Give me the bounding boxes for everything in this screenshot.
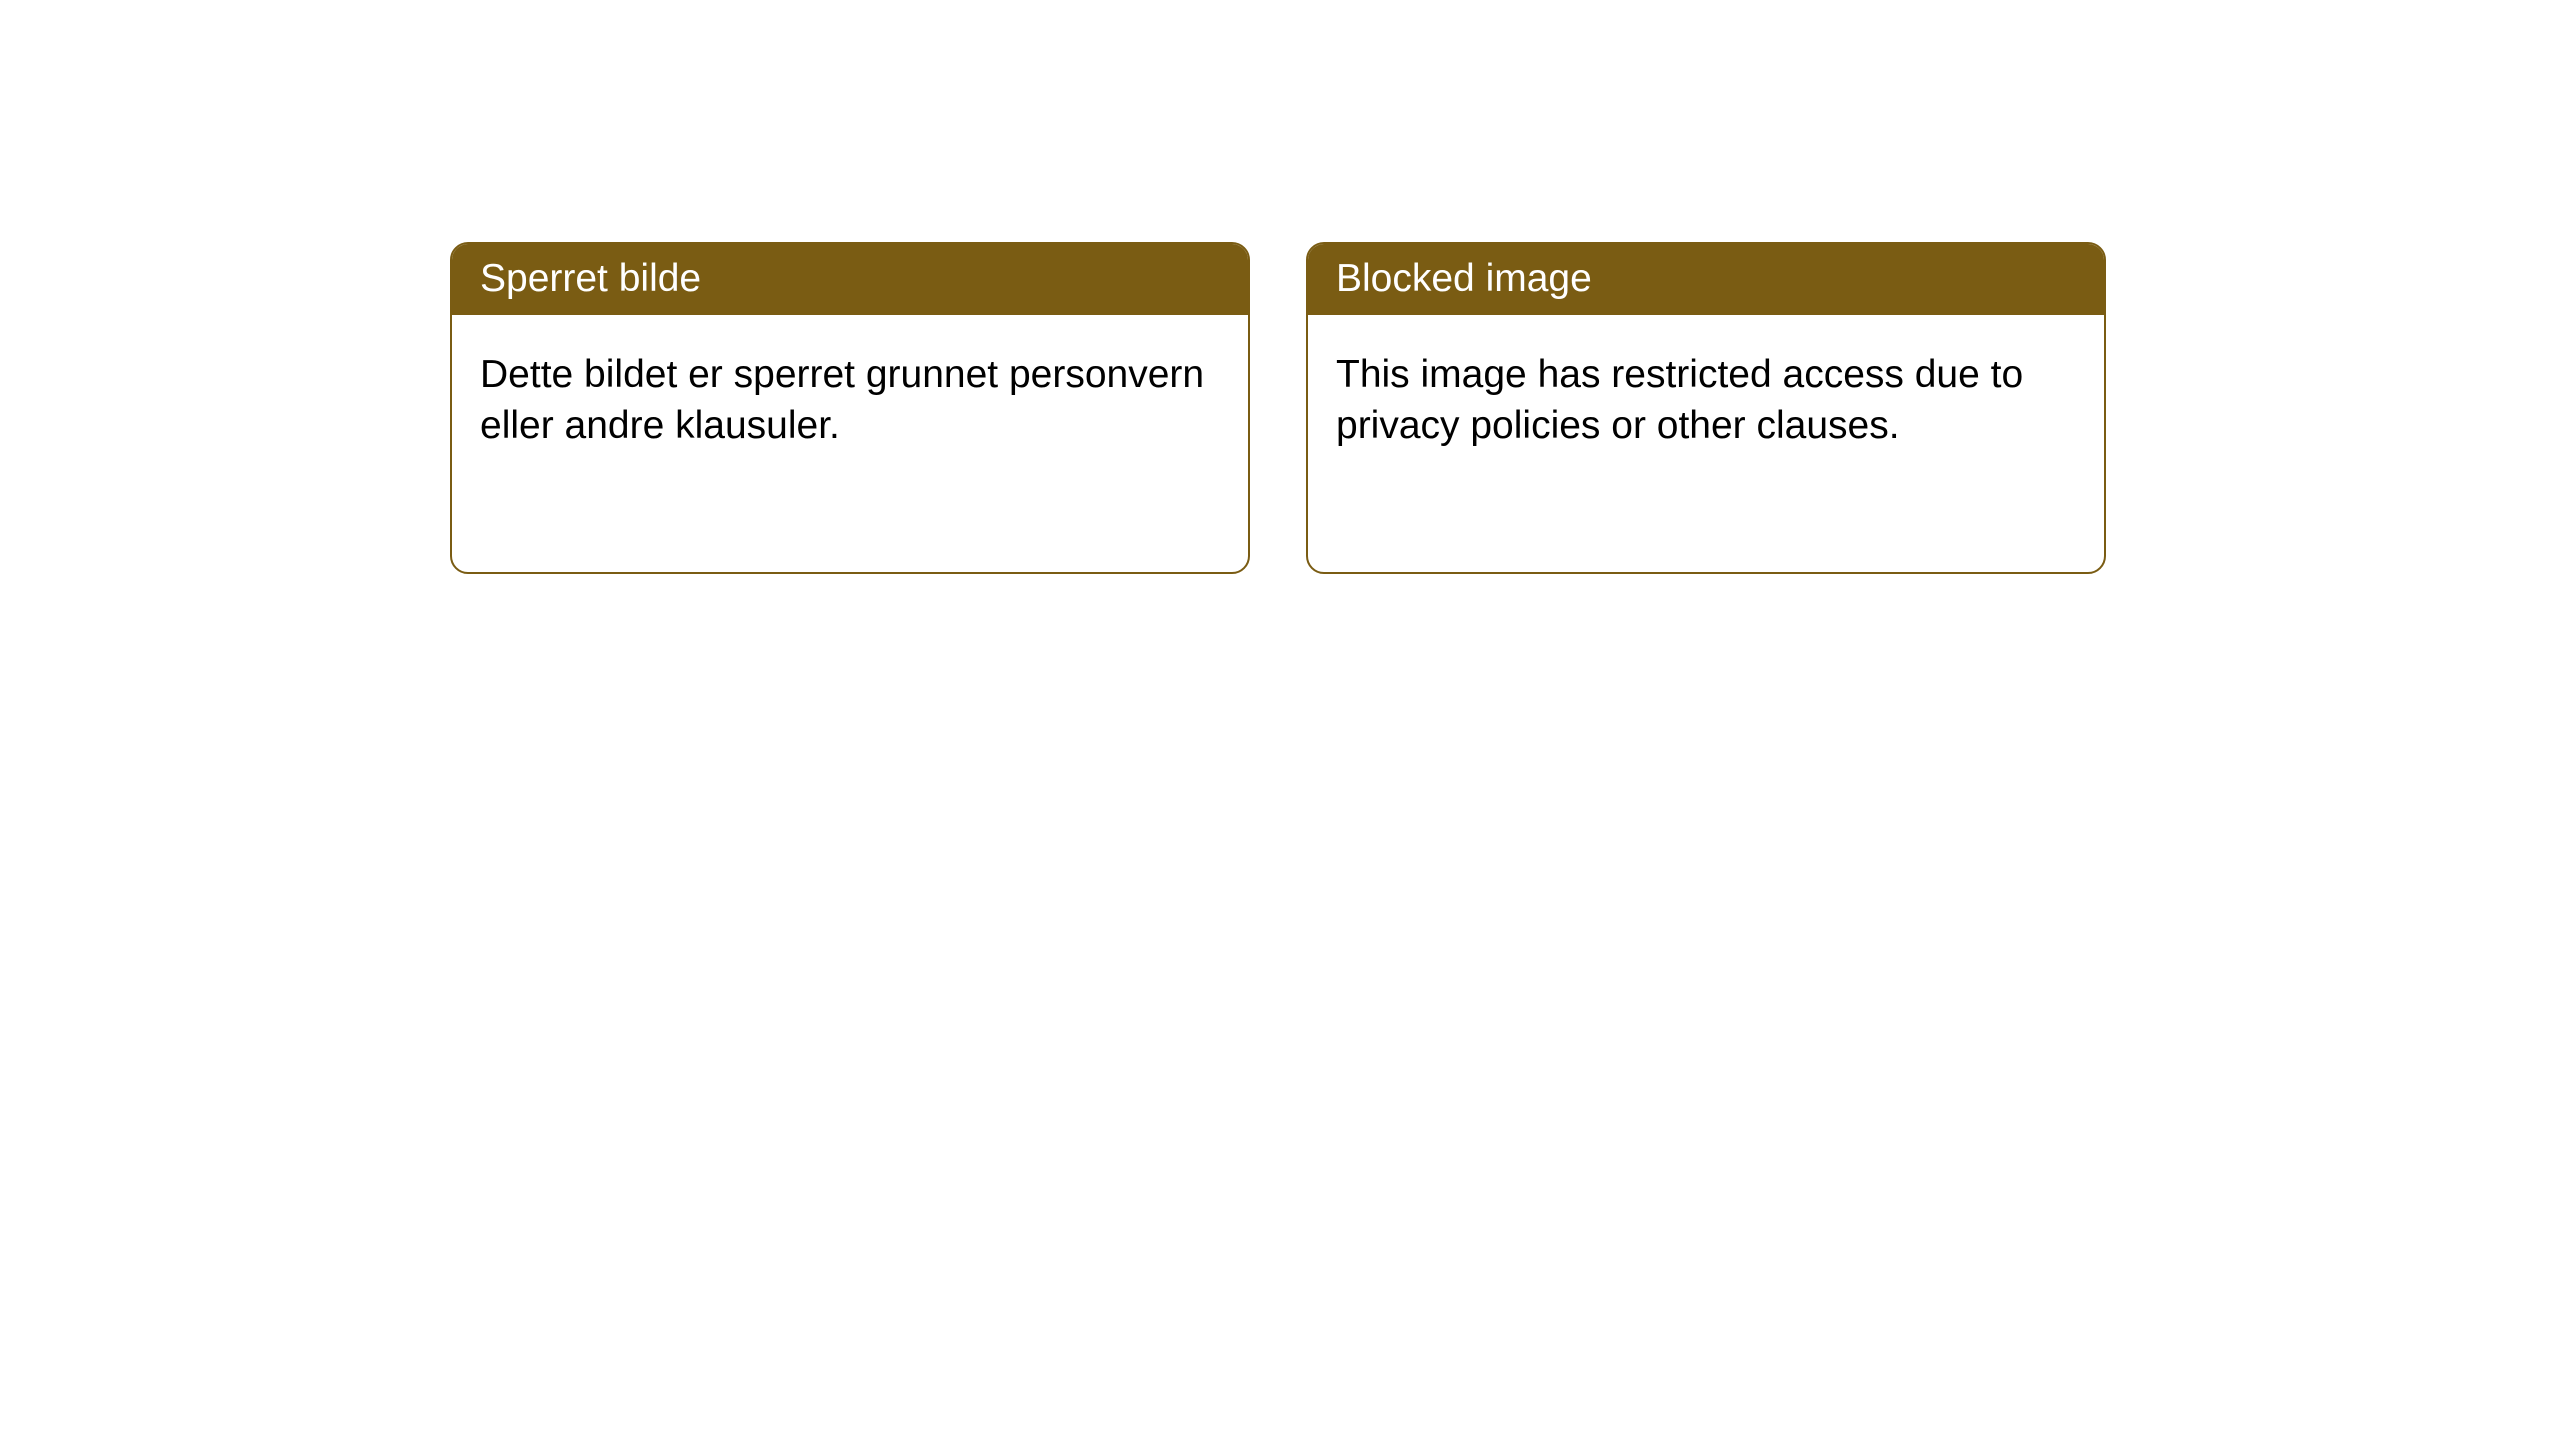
card-header-no: Sperret bilde <box>452 244 1248 315</box>
card-body-en: This image has restricted access due to … <box>1308 315 2104 486</box>
card-header-en: Blocked image <box>1308 244 2104 315</box>
blocked-image-card-no: Sperret bilde Dette bildet er sperret gr… <box>450 242 1250 574</box>
notice-cards-container: Sperret bilde Dette bildet er sperret gr… <box>0 0 2560 574</box>
card-body-no: Dette bildet er sperret grunnet personve… <box>452 315 1248 486</box>
blocked-image-card-en: Blocked image This image has restricted … <box>1306 242 2106 574</box>
